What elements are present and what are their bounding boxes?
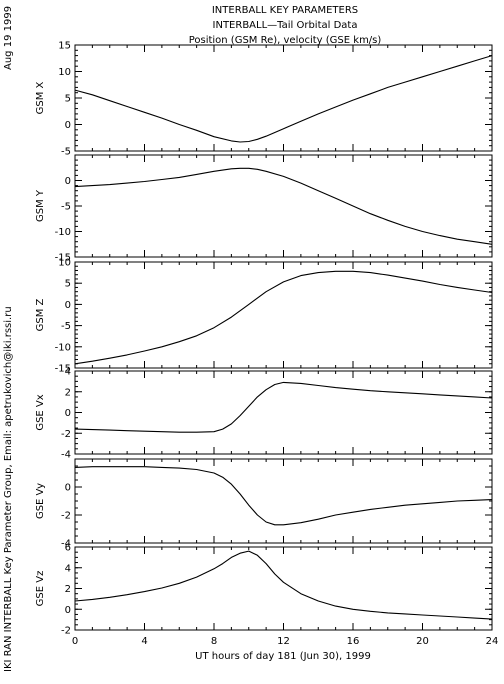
x-tick-label: 20 bbox=[416, 636, 429, 647]
y-axis-label: GSE Vz bbox=[35, 571, 46, 607]
x-axis-label: UT hours of day 181 (Jun 30), 1999 bbox=[195, 651, 371, 662]
y-axis-label: GSE Vy bbox=[35, 483, 46, 519]
y-tick-label: -10 bbox=[55, 227, 71, 238]
y-tick-label: 15 bbox=[58, 41, 71, 52]
y-tick-label: -5 bbox=[61, 147, 71, 158]
y-tick-label: -15 bbox=[55, 364, 71, 375]
x-tick-label: 24 bbox=[486, 636, 499, 647]
x-tick-label: 8 bbox=[211, 636, 217, 647]
y-tick-label: 2 bbox=[65, 584, 71, 595]
series-line-gse-vz bbox=[74, 550, 493, 620]
y-tick-label: 2 bbox=[65, 387, 71, 398]
x-tick-label: 4 bbox=[141, 636, 147, 647]
panel-gsm-x: -5 0 5 10 15 GSM X bbox=[35, 41, 493, 158]
y-tick-label: -5 bbox=[61, 321, 71, 332]
y-tick-label: 0 bbox=[65, 408, 71, 419]
y-axis-label: GSM Y bbox=[35, 189, 46, 222]
panel-gse-vy: -4 -2 0 GSE Vy bbox=[35, 458, 493, 550]
chart-panels: -5 0 5 10 15 GSM X -15 -10 -5 0 GSM Y -15 -10 -5 0 5 10 G… bbox=[35, 41, 498, 648]
y-tick-label: 0 bbox=[65, 120, 71, 131]
y-tick-label: 0 bbox=[65, 483, 71, 494]
series-line-gsm-x bbox=[74, 55, 493, 143]
series-line-gse-vx bbox=[74, 381, 493, 433]
title-line-1: INTERBALL KEY PARAMETERS bbox=[212, 5, 358, 16]
credit-line: IKI RAN INTERBALL Key Parameter Group, E… bbox=[3, 306, 14, 672]
x-tick-label: 16 bbox=[347, 636, 360, 647]
panel-gsm-y: -15 -10 -5 0 GSM Y bbox=[35, 154, 493, 264]
y-tick-label: -5 bbox=[61, 202, 71, 213]
y-tick-label: 10 bbox=[58, 67, 71, 78]
print-date: Aug 19 1999 bbox=[3, 6, 14, 70]
y-tick-label: -2 bbox=[61, 511, 71, 522]
title-line-2: INTERBALL—Tail Orbital Data bbox=[213, 20, 358, 31]
y-tick-label: 10 bbox=[58, 258, 71, 269]
x-tick-label: 12 bbox=[277, 636, 290, 647]
series-line-gsm-y bbox=[74, 167, 493, 245]
title-line-3: Position (GSM Re), velocity (GSE km/s) bbox=[189, 35, 382, 46]
y-tick-label: -10 bbox=[55, 342, 71, 353]
y-tick-label: -2 bbox=[61, 429, 71, 440]
y-tick-label: -4 bbox=[61, 450, 71, 461]
panel-gse-vx: -4 -2 0 2 4 GSE Vx bbox=[35, 367, 493, 461]
panel-gsm-z: -15 -10 -5 0 5 10 GSM Z bbox=[35, 258, 493, 375]
series-line-gsm-z bbox=[74, 270, 493, 365]
y-tick-label: -4 bbox=[61, 539, 71, 550]
y-tick-label: 4 bbox=[65, 563, 71, 574]
y-tick-label: -15 bbox=[55, 253, 71, 264]
y-tick-label: 0 bbox=[65, 176, 71, 187]
y-tick-label: 0 bbox=[65, 605, 71, 616]
series-line-gse-vy bbox=[74, 466, 493, 526]
y-axis-label: GSM Z bbox=[35, 298, 46, 331]
panel-gse-vz: -2 0 2 4 6 GSE Vz bbox=[35, 543, 493, 637]
y-tick-label: 5 bbox=[65, 279, 71, 290]
y-tick-label: 0 bbox=[65, 300, 71, 311]
y-tick-label: 6 bbox=[65, 543, 71, 554]
y-axis-label: GSM X bbox=[35, 81, 46, 114]
y-tick-label: 5 bbox=[65, 94, 71, 105]
y-tick-label: 4 bbox=[65, 367, 71, 378]
x-tick-label: 0 bbox=[72, 636, 78, 647]
y-axis-label: GSE Vx bbox=[35, 394, 46, 430]
y-tick-label: -2 bbox=[61, 626, 71, 637]
